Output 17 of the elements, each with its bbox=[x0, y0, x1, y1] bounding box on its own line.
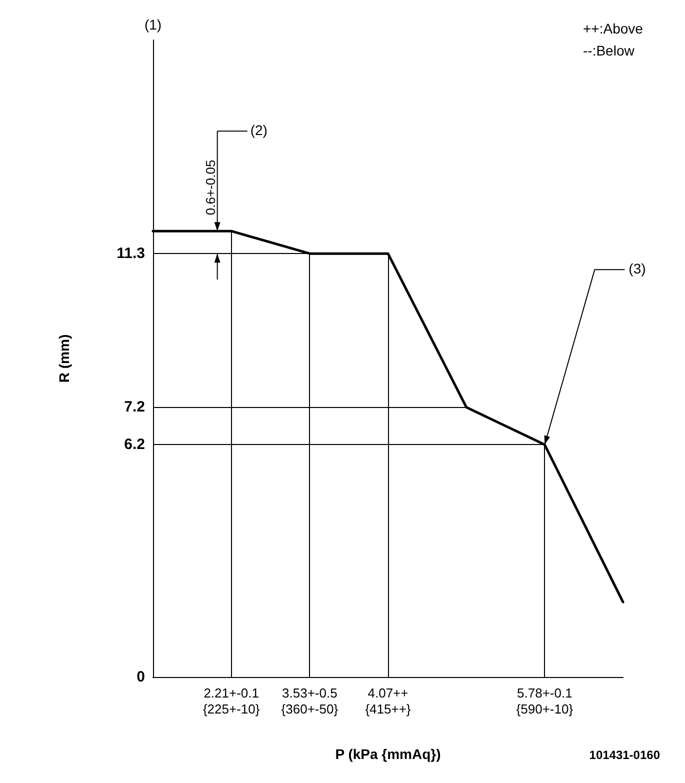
text: 101431-0160 bbox=[589, 748, 660, 762]
annotation: 0.6+-0.05 bbox=[202, 160, 218, 216]
annotation: (3) bbox=[628, 260, 646, 276]
x-axis-title: P (kPa {mmAq}) bbox=[335, 746, 441, 762]
annotation: --:Below bbox=[583, 42, 636, 59]
y-axis-title: R (mm) bbox=[56, 334, 72, 383]
annotation: (2) bbox=[250, 122, 268, 138]
y-tick-label: 6.2 bbox=[124, 436, 145, 454]
y-tick-label: 0 bbox=[136, 668, 145, 686]
x-tick-label: 4.07++{415++} bbox=[365, 686, 412, 716]
text: ++:Above bbox=[583, 20, 644, 37]
y-tick-label: 7.2 bbox=[124, 398, 145, 416]
x-tick-label: 2.21+-0.1{225+-10} bbox=[202, 686, 260, 716]
x-tick-label: 3.53+-0.5{360+-50} bbox=[281, 686, 339, 716]
x-tick-label: 5.78+-0.1{590+-10} bbox=[516, 686, 574, 716]
y-tick-label: 11.3 bbox=[116, 245, 145, 262]
text: (1) bbox=[144, 16, 162, 33]
